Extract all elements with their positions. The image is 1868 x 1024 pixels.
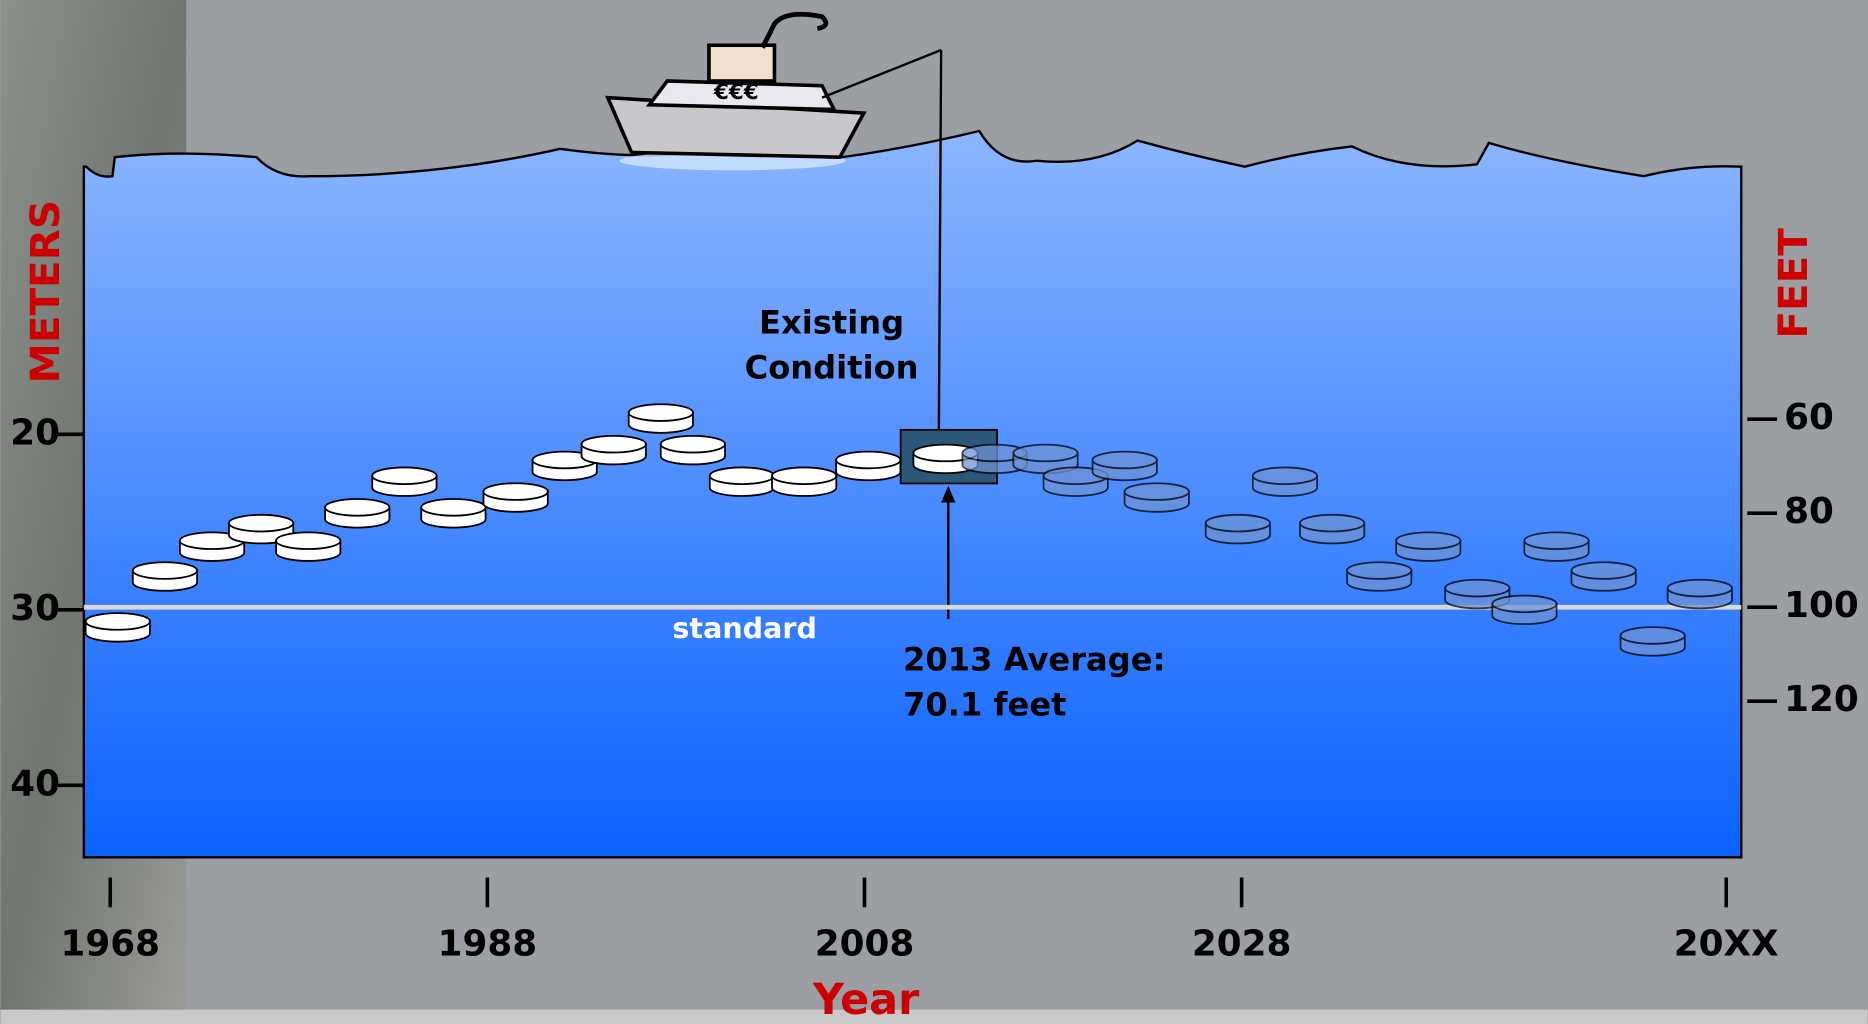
annotation-text: Existing Condition — [744, 304, 919, 387]
y2-tick-label: 120 — [1784, 679, 1859, 720]
y-axis-label: METERS — [21, 200, 69, 383]
x-tick-label: 2008 — [815, 923, 914, 964]
disk — [1042, 466, 1109, 497]
disk — [708, 466, 775, 497]
disk-top — [580, 434, 647, 454]
x-tick-label: 2028 — [1192, 923, 1291, 964]
disk — [275, 531, 342, 562]
y2-tick-label: 60 — [1784, 397, 1834, 438]
disk-top — [1012, 443, 1079, 463]
disk — [659, 434, 726, 466]
disk — [131, 561, 198, 592]
bottom-band — [0, 1009, 1868, 1024]
disk-top — [708, 466, 775, 486]
disk — [1570, 561, 1637, 592]
disk-top — [420, 498, 487, 517]
disk — [580, 434, 647, 466]
disk-top — [627, 403, 694, 422]
y2-tick-label: 100 — [1784, 585, 1859, 626]
disk-top — [482, 482, 549, 501]
y-tick-label: 40 — [10, 763, 60, 804]
disk-top — [1204, 513, 1271, 533]
disk-top — [771, 466, 838, 486]
disk — [1091, 450, 1158, 482]
disk-top — [371, 466, 438, 486]
disk — [84, 612, 151, 643]
arrow-head — [941, 485, 956, 503]
disk — [1299, 513, 1366, 545]
x-tick-label: 1968 — [61, 923, 160, 964]
disk-top — [84, 612, 151, 631]
disk — [420, 498, 487, 529]
disk — [1395, 531, 1462, 562]
annotation: Existing Condition — [744, 304, 919, 387]
disk-top — [835, 450, 902, 470]
svg-text:€€€: €€€ — [713, 80, 759, 105]
disk — [1491, 594, 1558, 626]
disk — [627, 403, 694, 434]
disk-top — [324, 498, 391, 517]
disk-top — [1666, 578, 1733, 598]
y2-axis-label: FEET — [1769, 228, 1817, 339]
disk-top — [1395, 531, 1462, 550]
disk — [1346, 561, 1413, 592]
disk-top — [228, 513, 295, 533]
disk-top — [1123, 482, 1190, 501]
disk — [179, 531, 246, 562]
x-axis-label: Year — [812, 975, 920, 1024]
disk-top — [1444, 578, 1511, 598]
fishing-line — [937, 50, 943, 443]
disk-top — [1619, 626, 1686, 645]
x-tick-label: 1988 — [438, 923, 537, 964]
disk — [482, 482, 549, 513]
disk-top — [1491, 594, 1558, 614]
disk — [961, 443, 1028, 475]
disk — [1523, 531, 1590, 562]
y-tick-label: 30 — [10, 588, 60, 629]
water — [82, 129, 1743, 859]
disk — [771, 466, 838, 497]
disk-top — [659, 434, 726, 454]
disk-top — [131, 561, 198, 580]
annotation: 2013 Average: 70.1 feet — [903, 641, 1166, 724]
boat: €€€ — [604, 11, 942, 171]
disk — [1251, 466, 1319, 497]
disk — [324, 498, 391, 529]
disk — [1123, 482, 1190, 513]
disk — [371, 466, 438, 497]
disk — [1012, 443, 1079, 475]
disk-top — [275, 531, 342, 550]
x-tick-label: 20XX — [1674, 923, 1779, 964]
disk-top — [1570, 561, 1637, 580]
disk-top — [1523, 531, 1590, 550]
disk-top — [1091, 450, 1158, 470]
disk — [1204, 513, 1271, 545]
disk-top — [1251, 466, 1319, 486]
disk — [1666, 578, 1733, 610]
y-tick-label: 20 — [10, 412, 60, 453]
standard-label: standard — [672, 611, 817, 645]
disk-top — [1299, 513, 1366, 533]
y2-tick-label: 80 — [1784, 491, 1834, 532]
disk — [835, 450, 902, 482]
disk-top — [1346, 561, 1413, 580]
disk — [1619, 626, 1686, 657]
annotation-text: 2013 Average: 70.1 feet — [903, 641, 1166, 724]
